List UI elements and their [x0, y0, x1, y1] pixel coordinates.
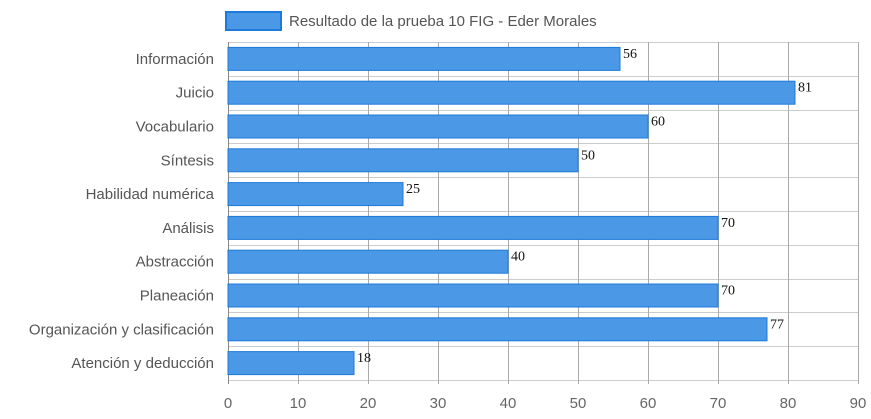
legend-swatch — [225, 11, 282, 31]
data-label: 56 — [623, 47, 637, 62]
bar[interactable] — [227, 317, 768, 342]
data-label: 81 — [798, 81, 812, 96]
x-tick-label: 50 — [570, 395, 587, 412]
bar[interactable] — [227, 215, 719, 240]
x-tick-label: 70 — [710, 395, 727, 412]
bar[interactable] — [227, 114, 649, 139]
x-tick-label: 90 — [850, 395, 867, 412]
category-labels: Información Juicio Vocabulario Síntesis Habi… — [29, 51, 215, 372]
legend[interactable]: Resultado de la prueba 10 FIG - Eder Mor… — [225, 11, 597, 31]
category-label: Habilidad numérica — [86, 186, 215, 203]
data-label: 50 — [581, 148, 595, 163]
category-label: Vocabulario — [136, 119, 214, 136]
category-label: Juicio — [176, 85, 214, 102]
x-tick-label: 40 — [500, 395, 517, 412]
data-label: 18 — [357, 351, 371, 366]
x-tick-label: 10 — [290, 395, 307, 412]
data-label: 60 — [651, 115, 665, 130]
bars — [227, 46, 796, 376]
bar[interactable] — [227, 182, 404, 207]
data-label: 40 — [511, 250, 525, 265]
data-label: 70 — [721, 284, 735, 299]
x-tick-label: 30 — [430, 395, 447, 412]
category-label: Análisis — [162, 220, 214, 237]
category-label: Atención y deducción — [71, 355, 214, 372]
bar[interactable] — [227, 46, 621, 71]
category-label: Información — [136, 51, 214, 68]
bar[interactable] — [227, 283, 719, 308]
bar[interactable] — [227, 80, 796, 105]
category-label: Síntesis — [161, 152, 214, 169]
x-tick-label: 60 — [640, 395, 657, 412]
data-label: 77 — [770, 317, 784, 332]
category-label: Planeación — [140, 288, 214, 305]
data-label: 25 — [406, 182, 420, 197]
x-axis-ticks: 0 10 20 30 40 50 60 70 80 90 — [224, 395, 867, 412]
x-tick-label: 80 — [780, 395, 797, 412]
bar[interactable] — [227, 148, 579, 173]
legend-label: Resultado de la prueba 10 FIG - Eder Mor… — [289, 13, 597, 30]
category-label: Abstracción — [136, 254, 214, 271]
bar[interactable] — [227, 351, 355, 376]
category-label: Organización y clasificación — [29, 321, 214, 338]
data-label: 70 — [721, 216, 735, 231]
x-tick-label: 20 — [360, 395, 377, 412]
bar[interactable] — [227, 249, 509, 274]
x-tick-label: 0 — [224, 395, 232, 412]
data-labels: 56 81 60 50 25 70 40 70 77 18 — [357, 47, 812, 366]
